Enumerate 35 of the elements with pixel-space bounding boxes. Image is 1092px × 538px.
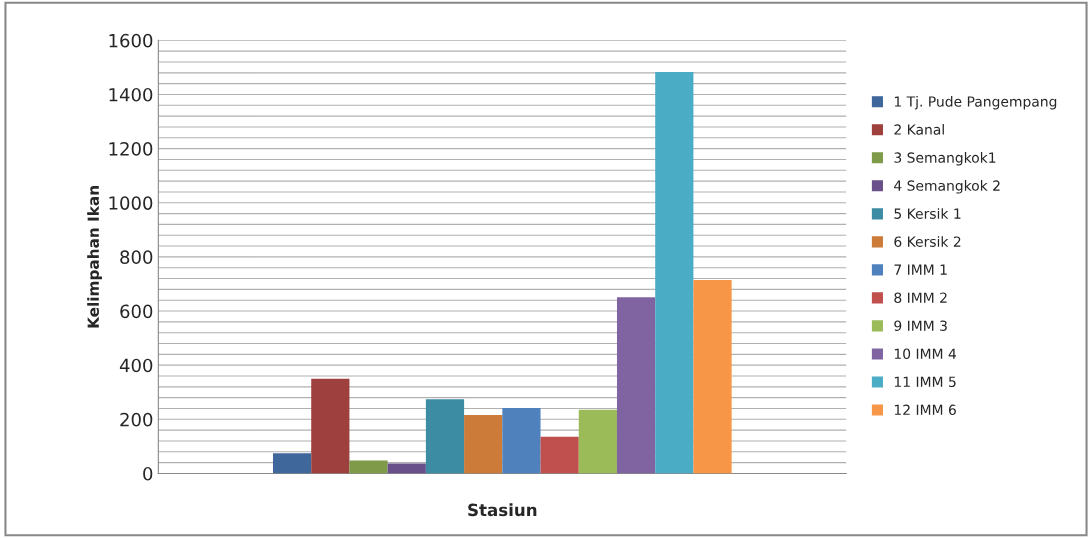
legend-label: 9 IMM 3 bbox=[894, 320, 947, 331]
y-tick-label: 600 bbox=[120, 304, 153, 319]
bar bbox=[693, 279, 732, 474]
bar bbox=[425, 399, 465, 474]
legend-label: 12 IMM 6 bbox=[894, 404, 956, 416]
legend-label: 8 IMM 2 bbox=[894, 292, 947, 303]
x-axis-title: Stasiun bbox=[468, 503, 537, 517]
y-axis-title: Kelimpahan Ikan bbox=[87, 186, 102, 328]
bar bbox=[387, 463, 426, 474]
bar bbox=[540, 436, 579, 474]
bar bbox=[655, 72, 694, 474]
legend-label: 2 Kanal bbox=[894, 124, 944, 135]
y-tick-label: 1000 bbox=[109, 196, 153, 210]
y-tick-label: 400 bbox=[119, 358, 153, 373]
bar bbox=[273, 453, 312, 474]
bar bbox=[349, 460, 388, 474]
legend-label: 5 Kersik 1 bbox=[894, 208, 961, 219]
bar bbox=[616, 297, 656, 474]
y-tick-label: 1200 bbox=[109, 142, 153, 156]
bar bbox=[502, 407, 541, 474]
legend-label: 1 Tj. Pude Pangempang bbox=[894, 96, 1057, 110]
y-tick-label: 800 bbox=[120, 250, 153, 265]
legend-label: 11 IMM 5 bbox=[894, 376, 956, 388]
y-tick-label: 1600 bbox=[109, 33, 153, 48]
y-tick-label: 1400 bbox=[109, 87, 153, 102]
legend-label: 10 IMM 4 bbox=[894, 348, 957, 360]
y-tick-label: 0 bbox=[143, 466, 153, 481]
bar bbox=[578, 409, 617, 474]
y-tick-label: 200 bbox=[120, 412, 153, 427]
legend-label: 6 Kersik 2 bbox=[894, 236, 961, 247]
bar bbox=[311, 378, 350, 474]
bar bbox=[464, 414, 503, 474]
legend-label: 7 IMM 1 bbox=[894, 264, 947, 275]
legend-label: 4 Semangkok 2 bbox=[894, 180, 1000, 194]
legend-label: 3 Semangkok1 bbox=[894, 152, 996, 166]
